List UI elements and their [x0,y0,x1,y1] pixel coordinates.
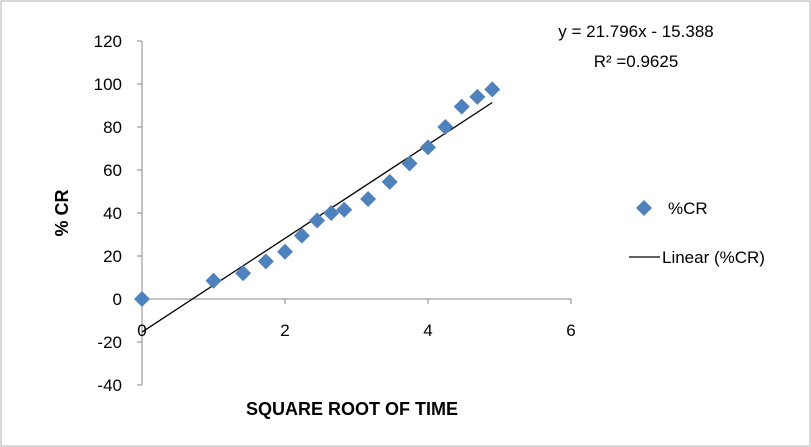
y-tick-label: 20 [103,247,122,266]
x-axis-title: SQUARE ROOT OF TIME [246,399,458,419]
y-tick-label: 80 [103,118,122,137]
x-tick-label: 4 [423,321,432,340]
legend-marker-diamond [636,200,652,216]
y-tick-label: 40 [103,204,122,223]
data-point [381,173,398,190]
data-point [323,205,340,221]
r-squared-label: R² =0.9625 [594,52,679,71]
y-tick-label: 0 [113,290,122,309]
y-tick-label: -20 [97,333,122,352]
y-tick-label: -40 [97,376,122,395]
data-point [257,253,274,270]
data-point [336,201,353,218]
data-points [134,81,501,307]
legend-trendline-label: Linear (%CR) [662,248,765,267]
data-point [469,88,486,105]
legend-series-label: %CR [668,199,708,218]
data-point [437,119,454,135]
y-tick-label: 60 [103,161,122,180]
x-tick-label: 2 [280,321,289,340]
data-point [360,191,377,208]
y-axis-title: % CR [52,189,72,236]
data-point [134,291,150,307]
data-point [453,98,470,115]
x-tick-label: 6 [566,321,575,340]
trendline-equation: y = 21.796x - 15.388 [558,22,713,41]
y-tick-label: 120 [94,32,122,51]
data-point [420,139,436,156]
data-point [401,155,418,172]
data-point [309,212,326,229]
legend: %CR Linear (%CR) [629,199,765,267]
data-point [205,272,222,289]
data-point [293,227,310,244]
data-point [484,81,501,98]
y-tick-label: 100 [94,75,122,94]
data-point [235,265,252,282]
data-point [277,243,293,260]
x-tick-label: 0 [137,321,146,340]
y-axis-ticks: -40 -20 0 20 40 60 80 100 120 [94,32,142,395]
